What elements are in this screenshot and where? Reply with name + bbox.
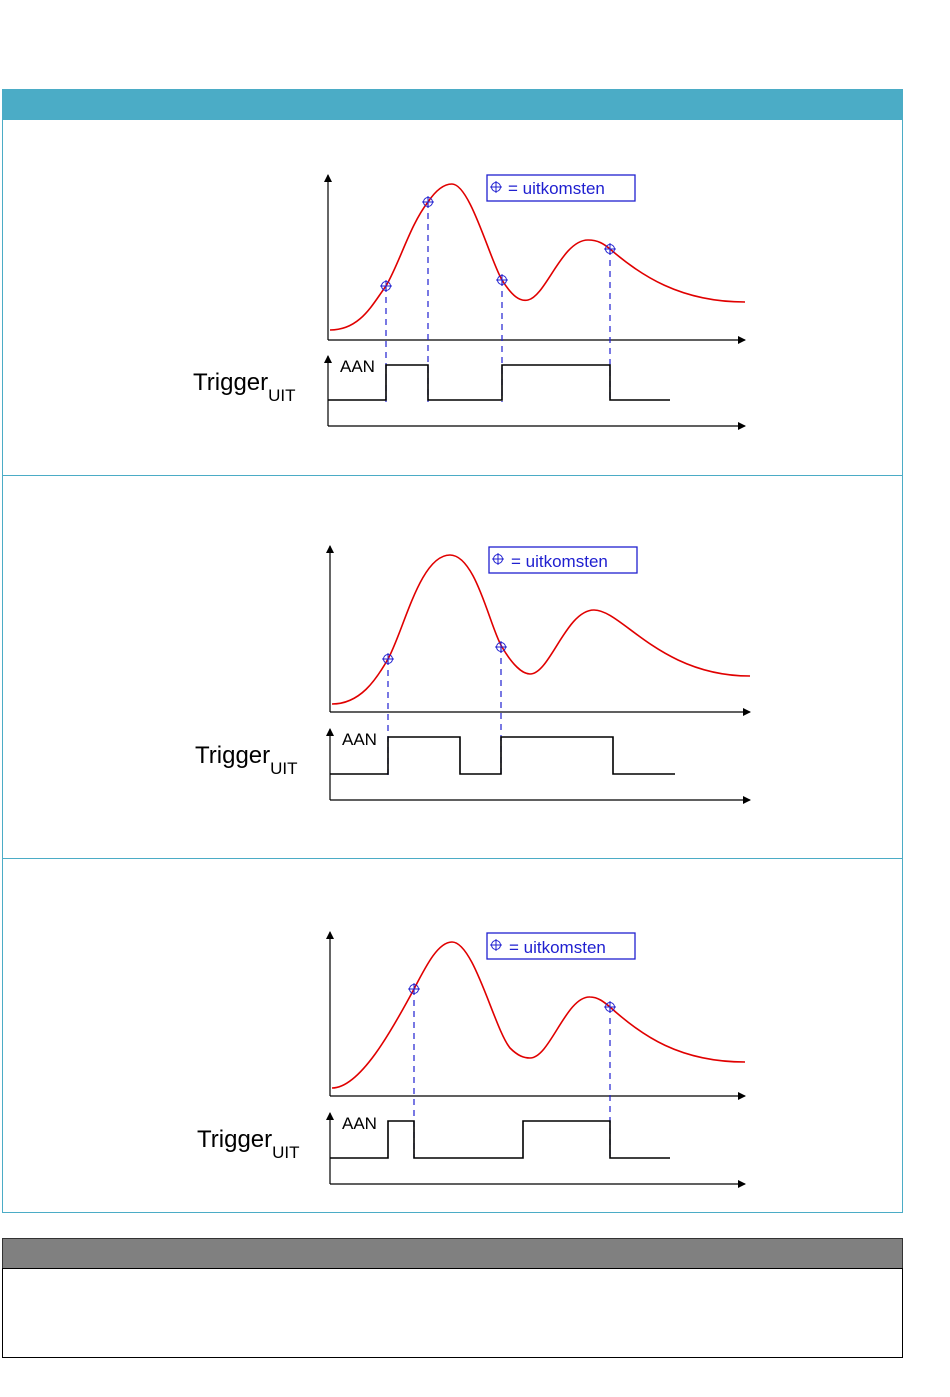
signal-curve <box>331 941 746 1089</box>
outcome-marker <box>407 982 421 996</box>
notes-header-bar <box>2 1238 903 1269</box>
outcome-dash-lines <box>413 989 611 1158</box>
trigger-signal <box>330 736 675 775</box>
panel-divider <box>2 475 903 476</box>
panel-3: = uitkomsten AAN TriggerUIT <box>197 931 746 1188</box>
trigger-signal <box>330 1120 670 1159</box>
notes-box <box>2 1268 903 1358</box>
outcome-marker <box>379 279 393 293</box>
legend-box <box>486 174 636 202</box>
outcome-dash-lines <box>385 202 611 402</box>
outcome-dash-lines <box>387 647 502 775</box>
legend-text: = uitkomsten <box>509 938 606 957</box>
section-header-bar <box>2 89 903 120</box>
panel-2: = uitkomsten AAN TriggerUIT <box>195 545 751 804</box>
outcome-marker <box>421 195 435 209</box>
diagram-panel <box>2 120 903 1213</box>
legend-box <box>486 932 636 960</box>
trigger-label: TriggerUIT <box>193 369 296 405</box>
trigger-label: TriggerUIT <box>197 1126 300 1162</box>
legend-text: = uitkomsten <box>508 179 605 198</box>
aan-label: AAN <box>342 1114 377 1133</box>
aan-label: AAN <box>340 357 375 376</box>
legend-text: = uitkomsten <box>511 552 608 571</box>
signal-curve <box>331 554 751 705</box>
panel-divider <box>2 858 903 859</box>
outcome-marker <box>381 652 395 666</box>
signal-curve <box>329 183 746 331</box>
panel-1: = uitkomsten AAN TriggerUIT <box>193 174 746 430</box>
aan-label: AAN <box>342 730 377 749</box>
trigger-label: TriggerUIT <box>195 742 298 778</box>
legend-box <box>488 546 638 574</box>
outcome-marker <box>495 273 509 287</box>
trigger-signal <box>328 364 670 401</box>
